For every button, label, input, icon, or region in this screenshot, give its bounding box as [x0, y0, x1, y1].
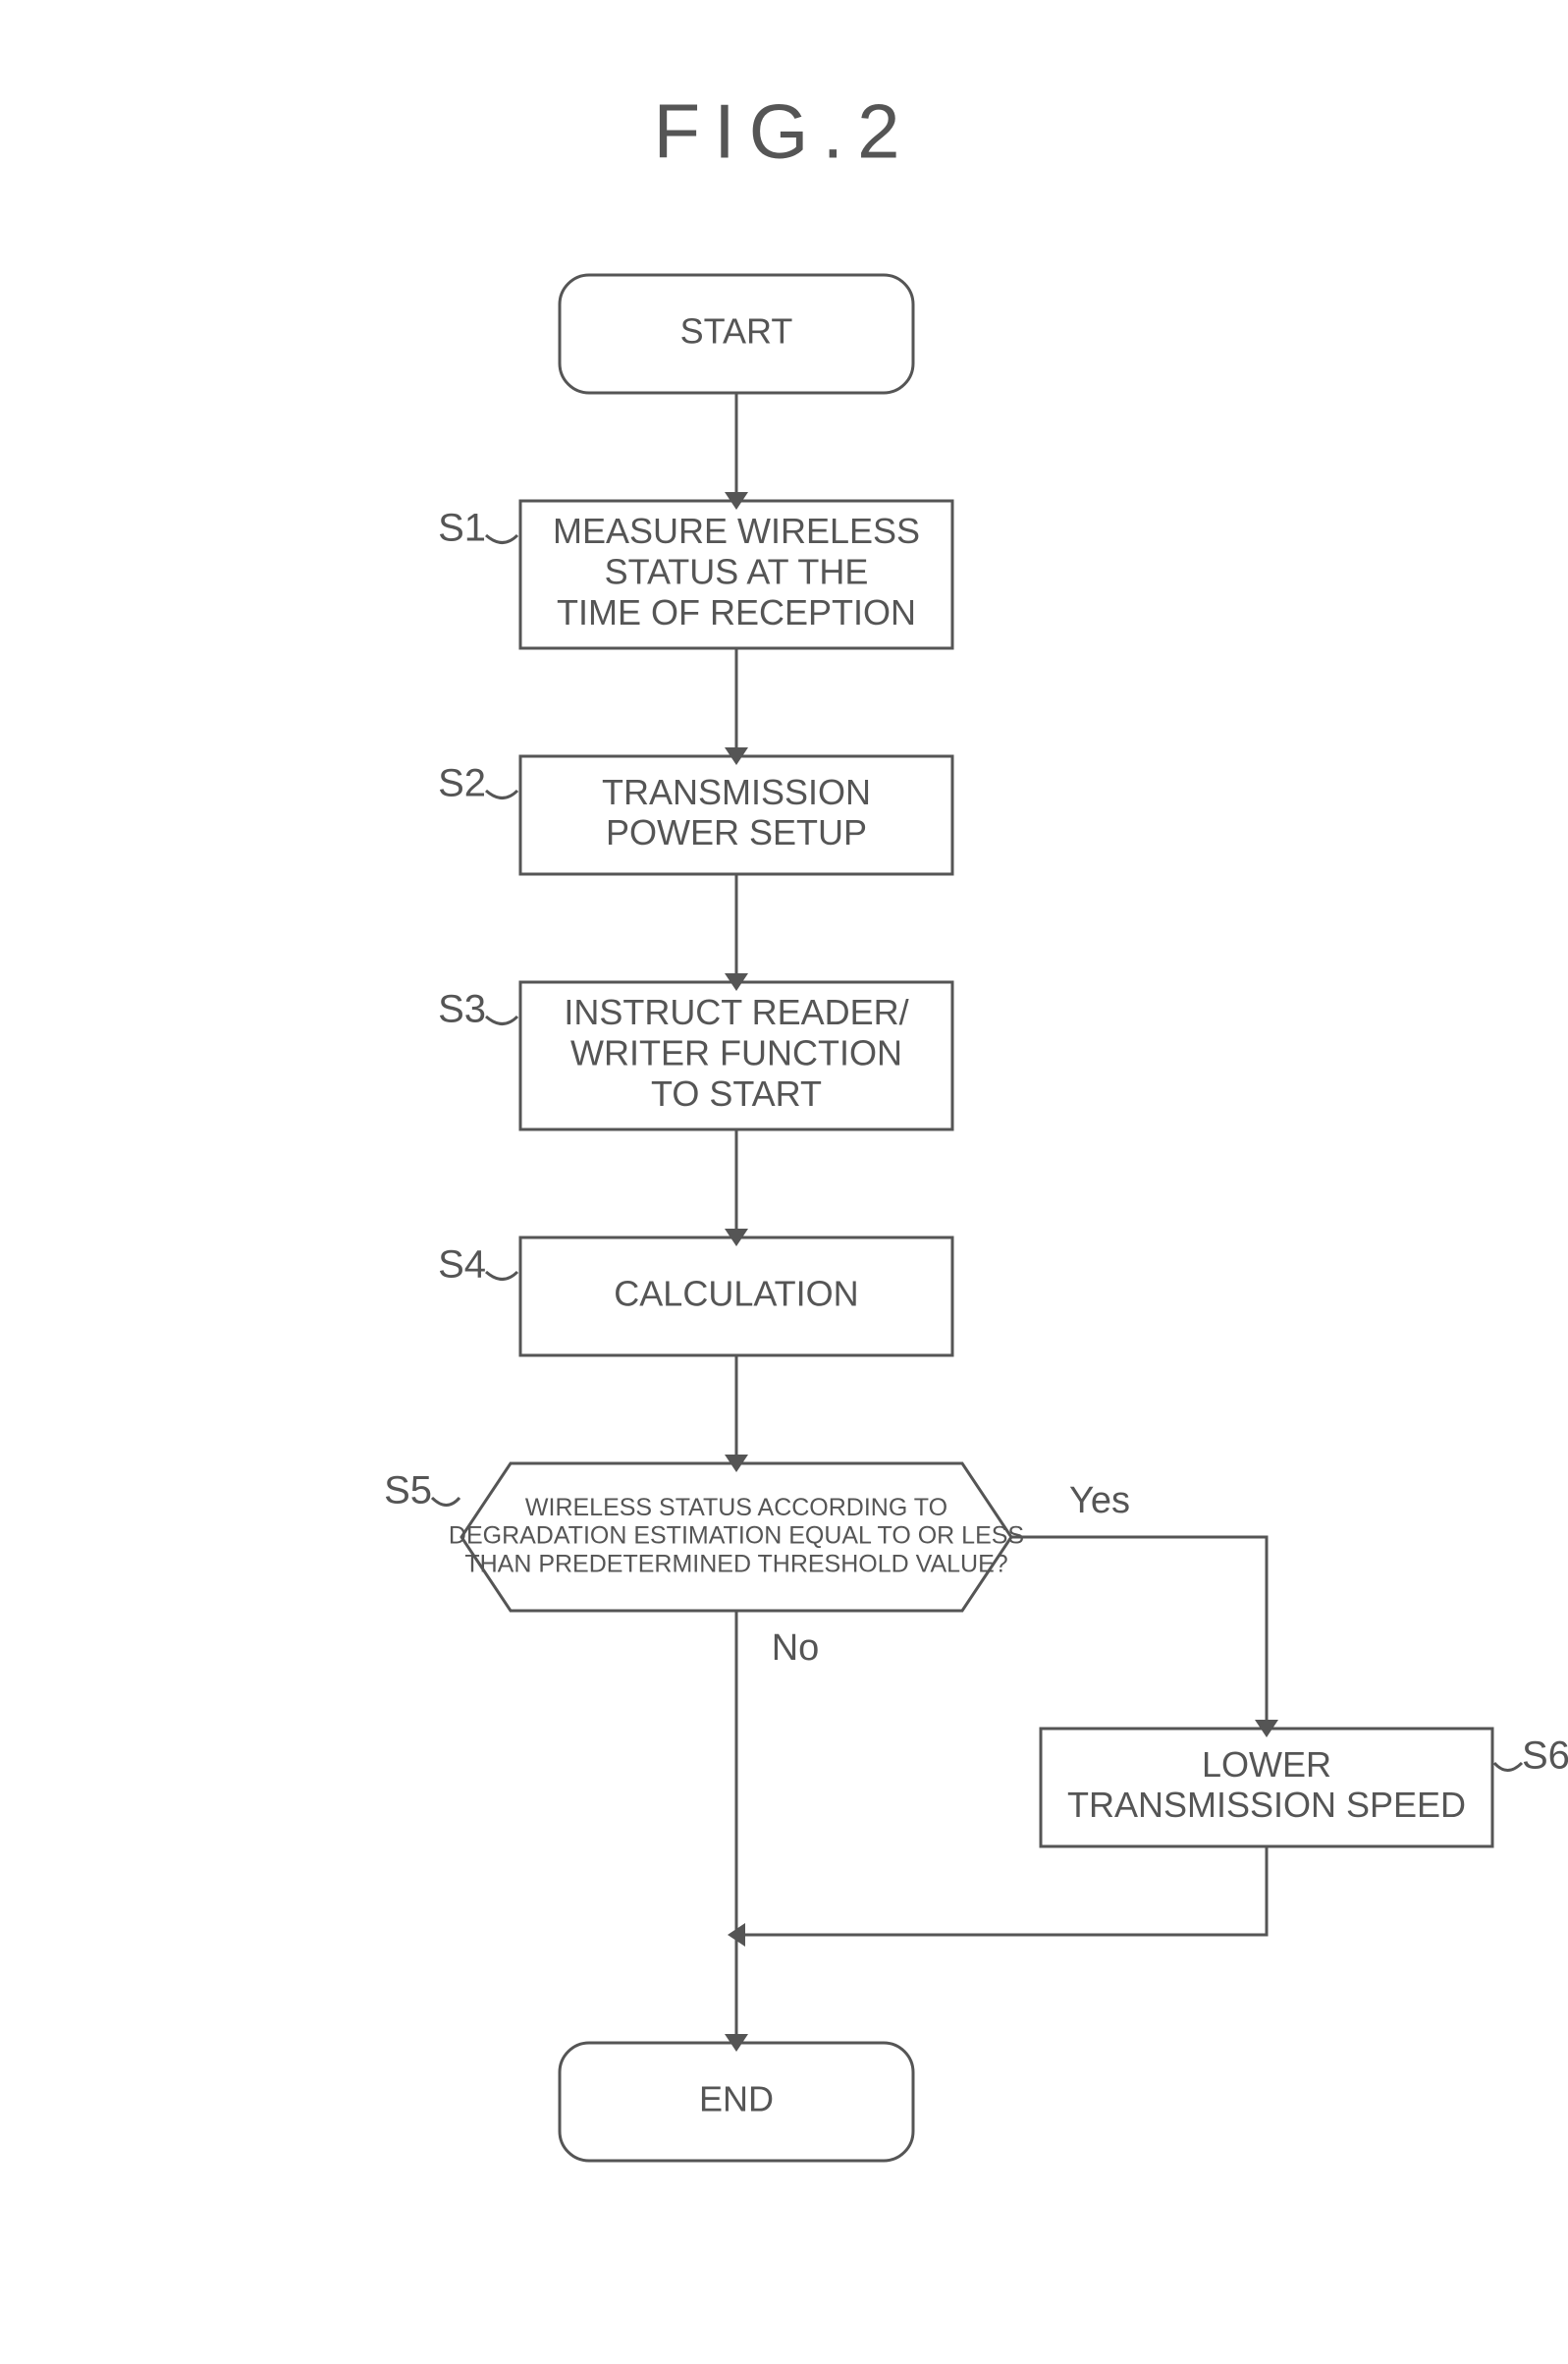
node-text-start-0: START	[680, 311, 793, 352]
step-label-s3: S3	[438, 988, 486, 1031]
node-text-s2-1: POWER SETUP	[606, 812, 867, 852]
node-text-s4-0: CALCULATION	[614, 1274, 858, 1314]
figure-title: FIG.2	[653, 88, 913, 175]
step-label-s6: S6	[1522, 1734, 1568, 1778]
node-text-s1-1: STATUS AT THE	[605, 552, 869, 592]
node-text-s1-2: TIME OF RECEPTION	[557, 592, 916, 632]
step-label-tail-s3	[486, 1017, 517, 1024]
step-label-tail-s2	[486, 791, 517, 798]
step-label-tail-s6	[1494, 1763, 1522, 1771]
node-text-s3-1: WRITER FUNCTION	[570, 1033, 902, 1073]
node-text-s1-0: MEASURE WIRELESS	[553, 511, 920, 551]
node-text-s5-0: WIRELESS STATUS ACCORDING TO	[525, 1494, 947, 1521]
node-text-s6-1: TRANSMISSION SPEED	[1067, 1785, 1466, 1825]
edge-label-no: No	[772, 1627, 820, 1669]
step-label-s5: S5	[384, 1469, 432, 1512]
edge-s6-merge	[736, 1846, 1267, 1935]
flowchart-canvas: FIG.2 No Yes START MEASURE WIRELESSSTATUS AT…	[0, 0, 1568, 2364]
node-text-s5-1: DEGRADATION ESTIMATION EQUAL TO OR LESS	[449, 1522, 1024, 1550]
step-label-s2: S2	[438, 762, 486, 805]
step-label-tail-s5	[432, 1498, 460, 1506]
edge-s5-s6_yes	[1011, 1537, 1267, 1729]
node-text-end-0: END	[699, 2079, 774, 2119]
edge-label-yes: Yes	[1069, 1480, 1130, 1521]
step-label-s4: S4	[438, 1243, 486, 1287]
node-text-s3-0: INSTRUCT READER/	[564, 992, 908, 1032]
node-text-s3-2: TO START	[651, 1073, 822, 1114]
step-label-s1: S1	[438, 507, 486, 550]
step-label-tail-s1	[486, 535, 517, 543]
step-label-tail-s4	[486, 1272, 517, 1280]
node-text-s2-0: TRANSMISSION	[602, 772, 871, 812]
node-text-s6-0: LOWER	[1202, 1744, 1331, 1785]
node-text-s5-2: THAN PREDETERMINED THRESHOLD VALUE?	[464, 1550, 1007, 1577]
